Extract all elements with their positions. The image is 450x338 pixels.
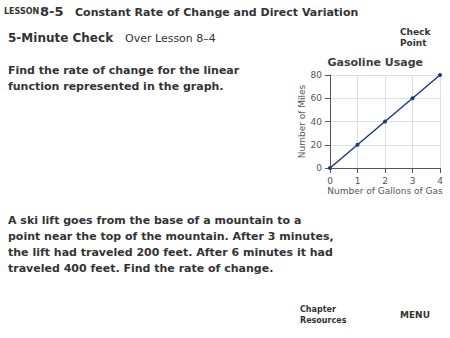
svg-text:Number of Gallons of Gas: Number of Gallons of Gas: [327, 186, 443, 196]
svg-text:8-5: 8-5: [40, 4, 64, 19]
svg-text:20: 20: [311, 140, 323, 150]
svg-text:40: 40: [311, 117, 323, 127]
svg-text:A ski lift goes from the base: A ski lift goes from the base of a mount…: [8, 214, 301, 227]
svg-text:Chapter: Chapter: [300, 305, 336, 314]
svg-text:Over Lesson 8–4: Over Lesson 8–4: [125, 32, 216, 45]
svg-text:Number of Miles: Number of Miles: [297, 84, 307, 158]
svg-text:Gasoline Usage: Gasoline Usage: [328, 56, 423, 69]
svg-text:Check: Check: [400, 27, 431, 37]
svg-text:5-Minute Check: 5-Minute Check: [8, 31, 114, 45]
svg-text:Constant Rate of Change and Di: Constant Rate of Change and Direct Varia…: [75, 6, 358, 19]
svg-text:3: 3: [410, 176, 416, 186]
svg-text:Resources: Resources: [300, 316, 347, 325]
svg-text:60: 60: [311, 93, 323, 103]
svg-text:Point: Point: [400, 38, 427, 48]
svg-text:LESSON: LESSON: [4, 7, 39, 16]
svg-text:2: 2: [382, 176, 388, 186]
svg-text:80: 80: [311, 70, 323, 80]
svg-text:point near the top of the moun: point near the top of the mountain. Afte…: [8, 230, 334, 243]
svg-text:0: 0: [316, 163, 322, 173]
svg-text:Find the rate of change for th: Find the rate of change for the linear: [8, 64, 240, 77]
svg-text:0: 0: [327, 176, 333, 186]
svg-text:function represented in the gr: function represented in the graph.: [8, 80, 224, 93]
svg-text:traveled 400 feet. Find the ra: traveled 400 feet. Find the rate of chan…: [8, 262, 273, 275]
svg-text:1: 1: [355, 176, 361, 186]
svg-text:the lift had traveled 200 feet: the lift had traveled 200 feet. After 6 …: [8, 246, 333, 259]
svg-text:MENU: MENU: [400, 310, 430, 320]
svg-text:4: 4: [437, 176, 443, 186]
